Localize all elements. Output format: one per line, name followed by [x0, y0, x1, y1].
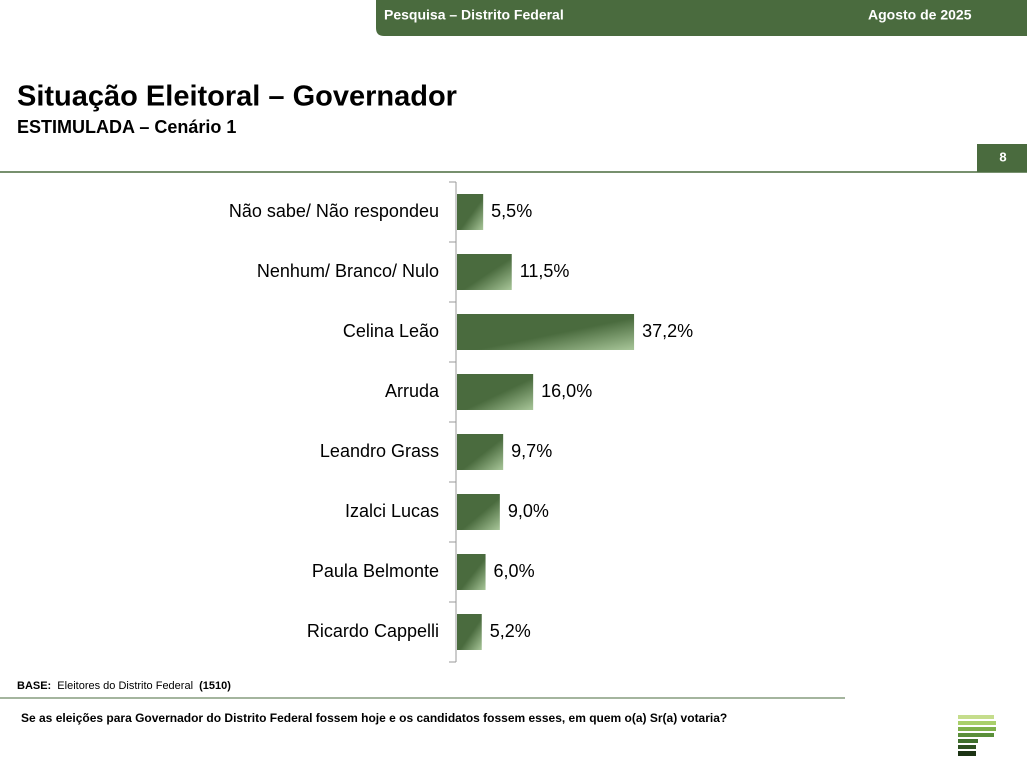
category-label: Leandro Grass	[320, 441, 439, 461]
chart: Não sabe/ Não respondeu 5,5% Nenhum/ Branc…	[229, 181, 693, 663]
category-label: Não sabe/ Não respondeu	[229, 201, 439, 221]
value-label: 11,5%	[520, 261, 570, 281]
value-label: 9,0%	[508, 501, 549, 521]
value-label: 37,2%	[642, 321, 693, 341]
question: Se as eleições para Governador do Distri…	[21, 711, 727, 725]
base-note: BASE: Eleitores do Distrito Federal (151…	[17, 680, 231, 692]
page-number: 8	[999, 149, 1006, 164]
bar	[457, 194, 484, 230]
bar	[457, 494, 500, 530]
category-label: Celina Leão	[343, 321, 439, 341]
category-label: Paula Belmonte	[312, 561, 439, 581]
title: Situação Eleitoral – Governador	[17, 81, 457, 113]
value-label: 9,7%	[511, 441, 552, 461]
bar	[457, 554, 486, 590]
value-label: 6,0%	[494, 561, 535, 581]
category-label: Izalci Lucas	[345, 501, 439, 521]
bar	[457, 434, 504, 470]
subtitle: ESTIMULADA – Cenário 1	[17, 117, 236, 137]
category-label: Ricardo Cappelli	[307, 621, 439, 641]
logo	[958, 715, 996, 756]
value-label: 5,2%	[490, 621, 531, 641]
value-label: 5,5%	[491, 201, 532, 221]
category-label: Nenhum/ Branco/ Nulo	[257, 261, 439, 281]
base-count: (1510)	[199, 680, 231, 692]
category-label: Arruda	[385, 381, 440, 401]
bar	[457, 254, 512, 290]
base-text: Eleitores do Distrito Federal	[57, 680, 193, 692]
header-date: Agosto de 2025	[868, 7, 972, 23]
bar	[457, 374, 534, 410]
header-survey: Pesquisa – Distrito Federal	[384, 7, 564, 23]
bar	[457, 614, 482, 650]
bar	[457, 314, 635, 350]
base-label: BASE:	[17, 680, 51, 692]
value-label: 16,0%	[541, 381, 592, 401]
page-number-box	[977, 144, 1027, 172]
header-bar	[376, 0, 1027, 36]
